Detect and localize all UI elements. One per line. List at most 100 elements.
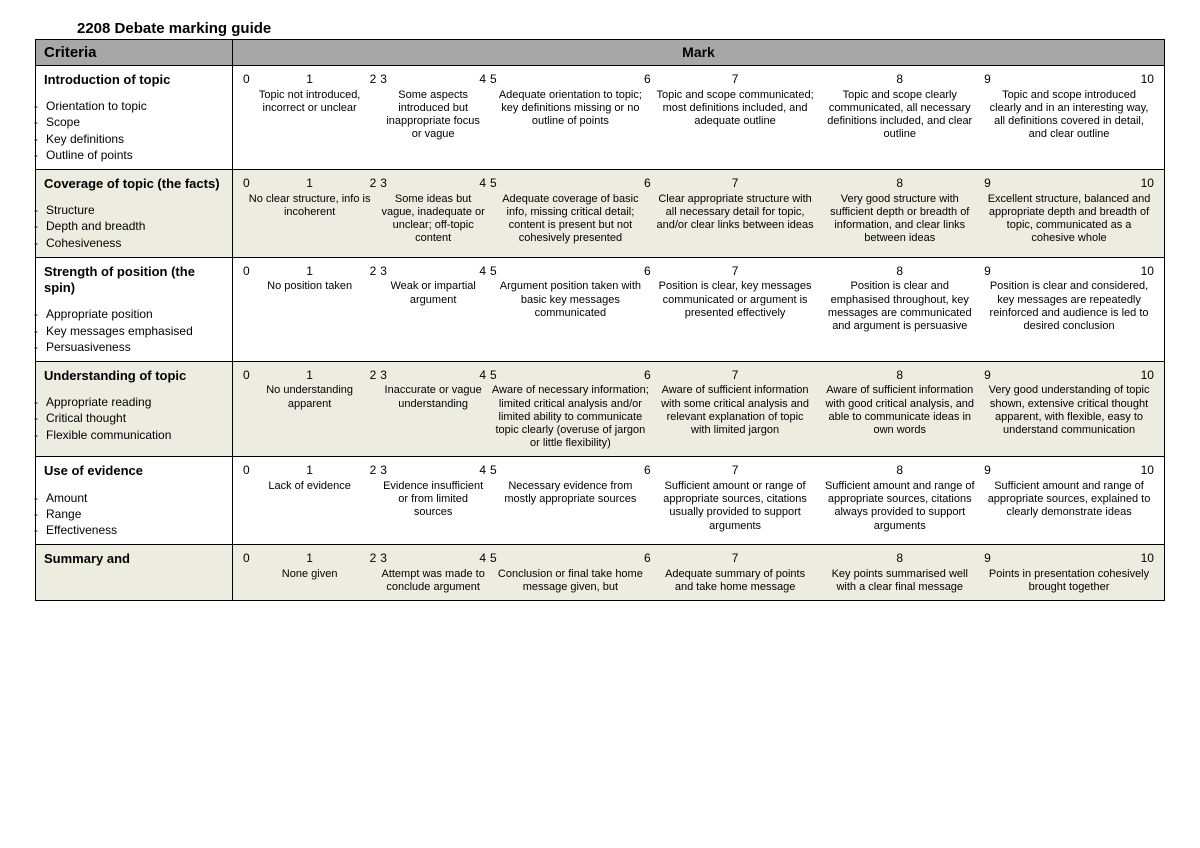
mark-descriptor: Position is clear and emphasised through…	[817, 280, 982, 333]
mark-numbers: 34	[378, 176, 488, 192]
mark-numbers: 910	[982, 176, 1156, 192]
criteria-cell: Understanding of topicAppropriate readin…	[36, 361, 233, 457]
mark-number: 6	[570, 463, 652, 479]
mark-descriptor: Sufficient amount and range of appropria…	[982, 480, 1156, 520]
table-row: Coverage of topic (the facts)StructureDe…	[36, 170, 1165, 258]
mark-numbers: 7	[653, 463, 818, 479]
mark-descriptor: No clear structure, info is incoherent	[241, 193, 378, 219]
mark-number: 5	[488, 463, 570, 479]
mark-numbers: 34	[378, 463, 488, 479]
mark-numbers: 7	[653, 368, 818, 384]
mark-number: 7	[653, 264, 818, 280]
mark-descriptor: Position is clear, key messages communic…	[653, 280, 818, 320]
mark-number: 4	[433, 463, 488, 479]
mark-numbers: 910	[982, 368, 1156, 384]
table-row: Use of evidenceAmountRangeEffectiveness0…	[36, 457, 1165, 545]
mark-number: 0	[241, 72, 287, 88]
mark-number: 6	[570, 551, 652, 567]
mark-number: 3	[378, 264, 433, 280]
mark-descriptor: Position is clear and considered, key me…	[982, 280, 1156, 333]
mark-band: 012No position taken	[241, 264, 378, 333]
mark-descriptor: Some ideas but vague, inadequate or uncl…	[378, 193, 488, 246]
mark-number: 2	[332, 463, 378, 479]
mark-band: 910Excellent structure, balanced and app…	[982, 176, 1156, 245]
mark-band: 34Weak or impartial argument	[378, 264, 488, 333]
marks-cell: 012Lack of evidence34Evidence insufficie…	[233, 457, 1165, 545]
mark-descriptor: Adequate orientation to topic; key defin…	[488, 89, 653, 129]
mark-band: 8Topic and scope clearly communicated, a…	[817, 72, 982, 141]
mark-descriptor: Topic and scope clearly communicated, al…	[817, 89, 982, 142]
mark-number: 10	[1069, 368, 1156, 384]
mark-descriptor: Lack of evidence	[241, 480, 378, 493]
criteria-aspect: Persuasiveness	[36, 339, 226, 355]
mark-number: 4	[433, 551, 488, 567]
page-title: 2208 Debate marking guide	[77, 20, 1165, 37]
criteria-title: Coverage of topic (the facts)	[44, 176, 226, 192]
mark-descriptor: Key points summarised well with a clear …	[817, 568, 982, 594]
mark-number: 1	[287, 368, 331, 384]
mark-number: 9	[982, 72, 1069, 88]
mark-descriptor: Excellent structure, balanced and approp…	[982, 193, 1156, 246]
mark-number: 6	[570, 72, 652, 88]
criteria-cell: Use of evidenceAmountRangeEffectiveness	[36, 457, 233, 545]
mark-descriptor: Some aspects introduced but inappropriat…	[378, 89, 488, 142]
mark-band: 7Clear appropriate structure with all ne…	[653, 176, 818, 245]
mark-numbers: 56	[488, 368, 653, 384]
mark-number: 6	[570, 176, 652, 192]
table-row: Summary and012None given34Attempt was ma…	[36, 545, 1165, 601]
mark-band: 7Position is clear, key messages communi…	[653, 264, 818, 333]
rubric-table: Criteria Mark Introduction of topicOrien…	[35, 39, 1165, 601]
marks-cell: 012Topic not introduced, incorrect or un…	[233, 66, 1165, 170]
mark-number: 8	[817, 176, 982, 192]
criteria-aspect: Critical thought	[36, 410, 226, 426]
mark-number: 0	[241, 368, 287, 384]
mark-number: 9	[982, 264, 1069, 280]
mark-numbers: 56	[488, 264, 653, 280]
mark-number: 9	[982, 463, 1069, 479]
mark-descriptor: Inaccurate or vague understanding	[378, 384, 488, 410]
mark-descriptor: Very good understanding of topic shown, …	[982, 384, 1156, 437]
mark-number: 0	[241, 264, 287, 280]
mark-numbers: 8	[817, 551, 982, 567]
mark-descriptor: Adequate summary of points and take home…	[653, 568, 818, 594]
mark-number: 10	[1069, 264, 1156, 280]
mark-descriptor: Evidence insufficient or from limited so…	[378, 480, 488, 520]
mark-number: 1	[287, 176, 331, 192]
header-row: Criteria Mark	[36, 40, 1165, 66]
mark-band: 34Some ideas but vague, inadequate or un…	[378, 176, 488, 245]
table-row: Strength of position (the spin)Appropria…	[36, 257, 1165, 361]
mark-descriptor: Attempt was made to conclude argument	[378, 568, 488, 594]
mark-band: 7Aware of sufficient information with so…	[653, 368, 818, 451]
mark-numbers: 7	[653, 72, 818, 88]
mark-numbers: 910	[982, 264, 1156, 280]
mark-descriptor: Sufficient amount or range of appropriat…	[653, 480, 818, 533]
mark-band: 8Aware of sufficient information with go…	[817, 368, 982, 451]
criteria-aspect: Cohesiveness	[36, 235, 226, 251]
mark-numbers: 012	[241, 368, 378, 384]
marks-cell: 012None given34Attempt was made to concl…	[233, 545, 1165, 601]
mark-bands-row: 012No position taken34Weak or impartial …	[241, 264, 1156, 333]
mark-number: 0	[241, 176, 287, 192]
mark-band: 56Necessary evidence from mostly appropr…	[488, 463, 653, 532]
mark-number: 10	[1069, 72, 1156, 88]
mark-band: 34Some aspects introduced but inappropri…	[378, 72, 488, 141]
mark-band: 910Points in presentation cohesively bro…	[982, 551, 1156, 594]
criteria-aspects: Appropriate readingCritical thoughtFlexi…	[44, 394, 226, 443]
mark-numbers: 910	[982, 463, 1156, 479]
criteria-cell: Strength of position (the spin)Appropria…	[36, 257, 233, 361]
mark-band: 7Adequate summary of points and take hom…	[653, 551, 818, 594]
mark-descriptor: Argument position taken with basic key m…	[488, 280, 653, 320]
mark-descriptor: No position taken	[241, 280, 378, 293]
mark-numbers: 34	[378, 551, 488, 567]
mark-number: 1	[287, 264, 331, 280]
mark-numbers: 012	[241, 551, 378, 567]
mark-descriptor: Topic and scope introduced clearly and i…	[982, 89, 1156, 142]
mark-descriptor: Aware of sufficient information with som…	[653, 384, 818, 437]
table-body: Introduction of topicOrientation to topi…	[36, 66, 1165, 601]
mark-numbers: 8	[817, 264, 982, 280]
mark-number: 10	[1069, 551, 1156, 567]
mark-band: 910Sufficient amount and range of approp…	[982, 463, 1156, 532]
criteria-aspect: Key definitions	[36, 131, 226, 147]
criteria-aspect: Range	[36, 506, 226, 522]
mark-descriptor: Topic not introduced, incorrect or uncle…	[241, 89, 378, 115]
